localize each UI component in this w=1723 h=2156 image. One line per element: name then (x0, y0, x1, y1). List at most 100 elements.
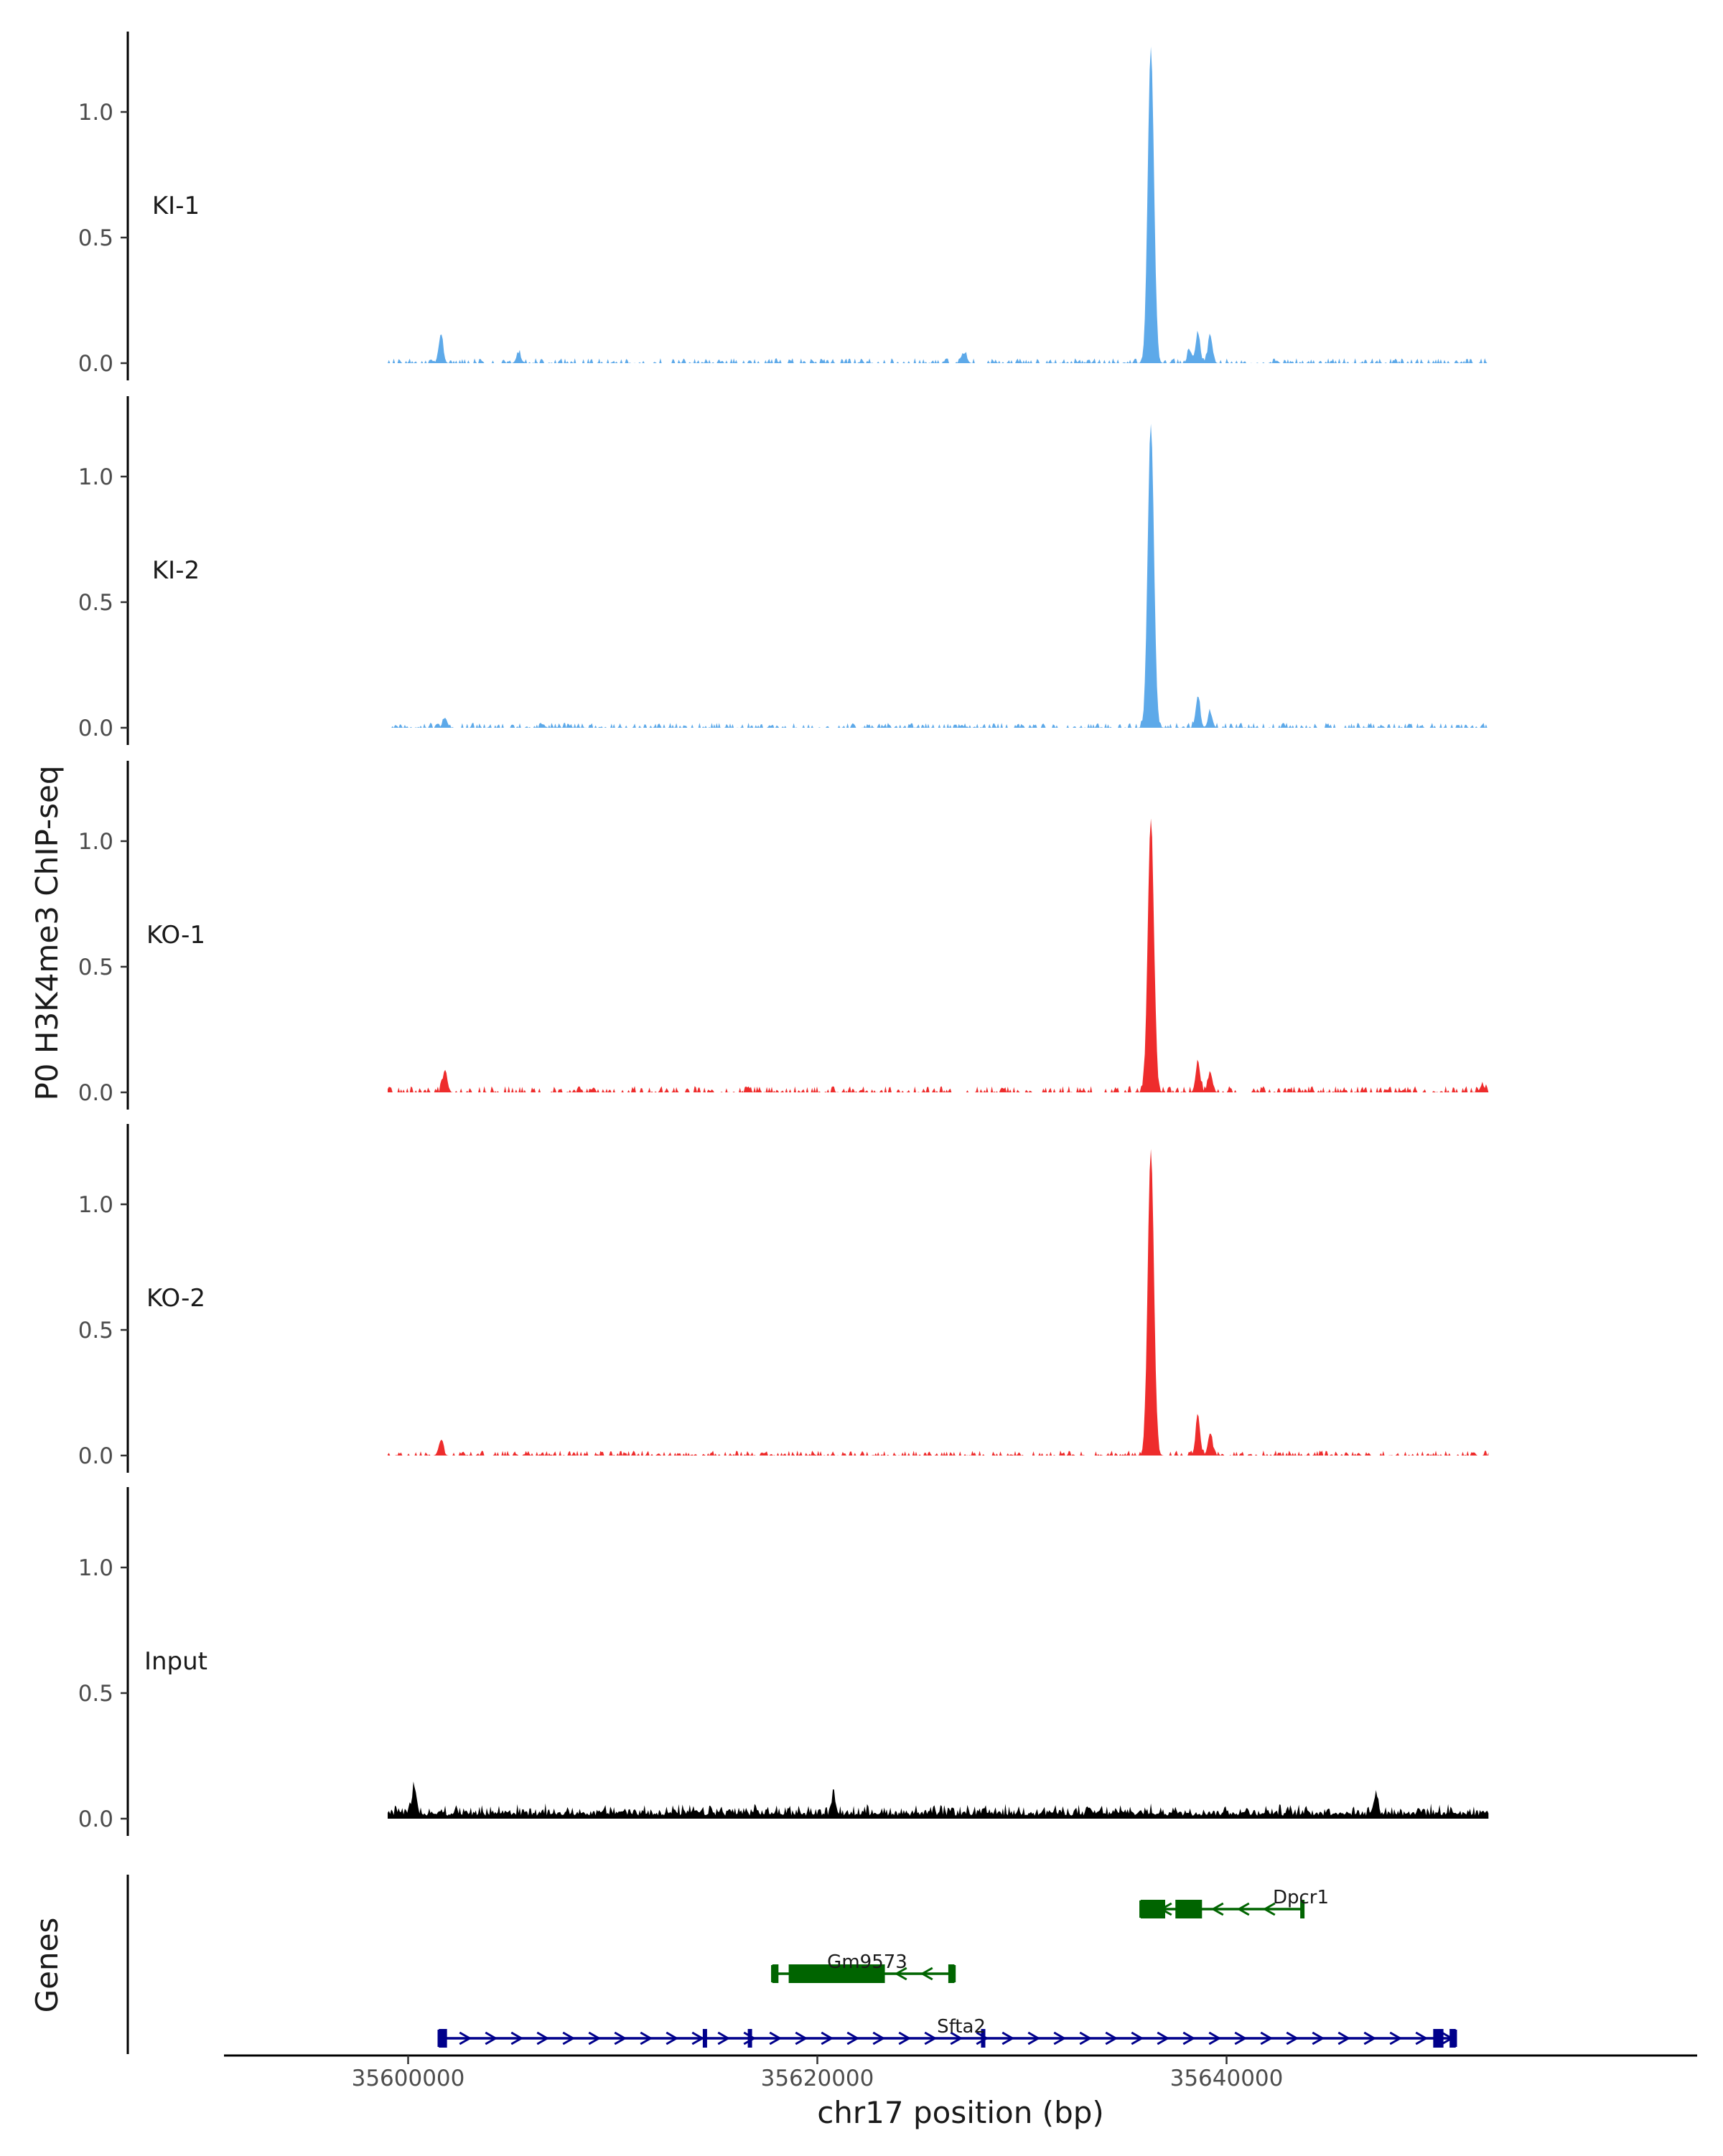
gene-exon (1300, 1900, 1305, 1918)
strand-chevron (743, 2031, 757, 2045)
strand-chevron (920, 1967, 933, 1981)
track-ki-1: 0.0 0.5 1.0 KI-1 (78, 32, 1489, 380)
gene-exon (747, 2029, 752, 2048)
strand-chevron (1363, 2031, 1377, 2045)
gene-dpcr1: Dpcr1 (1139, 1887, 1329, 1918)
signal-area (388, 818, 1489, 1092)
strand-chevron (1234, 2031, 1248, 2045)
strand-chevron (1262, 1902, 1276, 1916)
signal-area (388, 1149, 1489, 1456)
track-ko-1: 0.0 0.5 1.0 KO-1 (78, 761, 1489, 1110)
strand-chevron (588, 2031, 602, 2045)
gene-label: Dpcr1 (1273, 1887, 1329, 1908)
gene-exon (1433, 2029, 1444, 2048)
strand-chevron (1157, 2031, 1170, 2045)
strand-chevron (1182, 2031, 1196, 2045)
strand-chevron (872, 2031, 886, 2045)
axis-layer: 35600000 35620000 35640000 (224, 2054, 1697, 2091)
strand-chevron (614, 2031, 627, 2045)
gene-exon (981, 2029, 986, 2048)
strand-chevron (1053, 2031, 1067, 2045)
strand-chevron (1286, 2031, 1299, 2045)
track-label: KO-2 (146, 1284, 205, 1313)
strand-chevron (562, 2031, 576, 2045)
gene-exon (702, 2029, 707, 2048)
strand-chevron (821, 2031, 834, 2045)
y-tick-label: 1.0 (78, 1555, 113, 1581)
genes-layer: Dpcr1 Gm9573 Sfta2 (126, 1875, 1457, 2054)
strand-chevron (459, 2031, 472, 2045)
y-tick-label: 1.0 (78, 100, 113, 126)
strand-chevron (795, 2031, 808, 2045)
gene-exon (1449, 2029, 1456, 2048)
track-input: 0.0 0.5 1.0 Input (78, 1487, 1489, 1836)
gene-exon (772, 1964, 779, 1983)
y-tick-label: 0.5 (78, 1318, 113, 1344)
strand-chevron (1312, 2031, 1325, 2045)
gene-exon (788, 1964, 885, 1983)
y-tick-label: 0.5 (78, 1681, 113, 1707)
strand-chevron (950, 2031, 963, 2045)
x-tick-label: 35620000 (761, 2066, 874, 2091)
track-ko-2: 0.0 0.5 1.0 KO-2 (78, 1124, 1489, 1473)
strand-chevron (924, 2031, 938, 2045)
strand-chevron (536, 2031, 550, 2045)
y-tick-label: 0.5 (78, 225, 113, 251)
strand-chevron (846, 2031, 860, 2045)
y-tick-label: 0.0 (78, 351, 113, 377)
strand-chevron (717, 2031, 731, 2045)
y-tick-label: 0.0 (78, 1806, 113, 1832)
strand-chevron (1105, 2031, 1119, 2045)
strand-chevron (485, 2031, 498, 2045)
gene-exon (1175, 1900, 1203, 1918)
gene-exon (439, 2029, 447, 2048)
strand-chevron (1001, 2031, 1015, 2045)
gene-label: Gm9573 (827, 1951, 907, 1973)
strand-chevron (1389, 2031, 1403, 2045)
strand-chevron (1415, 2031, 1429, 2045)
strand-chevron (1131, 2031, 1144, 2045)
y-tick-label: 1.0 (78, 1192, 113, 1218)
strand-chevron (640, 2031, 653, 2045)
y-tick-label: 0.5 (78, 955, 113, 980)
track-ki-2: 0.0 0.5 1.0 KI-2 (78, 396, 1489, 745)
strand-chevron (976, 2031, 989, 2045)
strand-chevron (510, 2031, 524, 2045)
strand-chevron (1027, 2031, 1041, 2045)
genes-track-label: Genes (29, 1918, 65, 2013)
strand-chevron (1208, 2031, 1222, 2045)
x-axis-title: chr17 position (bp) (817, 2095, 1104, 2130)
signal-area (388, 47, 1489, 363)
strand-chevron (898, 2031, 912, 2045)
y-tick-label: 1.0 (78, 829, 113, 855)
track-label: KO-1 (146, 921, 205, 950)
y-tick-label: 0.0 (78, 1443, 113, 1469)
y-axis-title: P0 H3K4me3 ChIP-seq (29, 765, 65, 1100)
y-tick-label: 0.5 (78, 590, 113, 616)
gene-exon (1140, 1900, 1165, 1918)
gene-sfta2: Sfta2 (437, 2016, 1457, 2048)
strand-chevron (769, 2031, 783, 2045)
strand-chevron (1210, 1902, 1224, 1916)
track-label: KI-1 (152, 192, 200, 220)
strand-chevron (1337, 2031, 1351, 2045)
gene-label: Sfta2 (937, 2016, 986, 2038)
tracks-layer: 0.00.51.0KI-10.00.51.0KI-20.00.51.0KO-10… (78, 32, 1489, 1836)
strand-chevron (666, 2031, 679, 2045)
y-tick-label: 0.0 (78, 1080, 113, 1106)
strand-chevron (691, 2031, 705, 2045)
signal-area (388, 423, 1489, 728)
gene-exon (948, 1964, 955, 1983)
x-tick-label: 35600000 (352, 2066, 465, 2091)
track-label: KI-2 (152, 556, 200, 585)
signal-area (388, 1781, 1489, 1819)
gene-gm9573: Gm9573 (771, 1951, 956, 1983)
strand-chevron (1236, 1902, 1250, 1916)
strand-chevron (894, 1967, 907, 1981)
y-tick-label: 1.0 (78, 464, 113, 490)
strand-chevron (1260, 2031, 1274, 2045)
y-tick-label: 0.0 (78, 716, 113, 741)
x-tick-label: 35640000 (1170, 2066, 1284, 2091)
